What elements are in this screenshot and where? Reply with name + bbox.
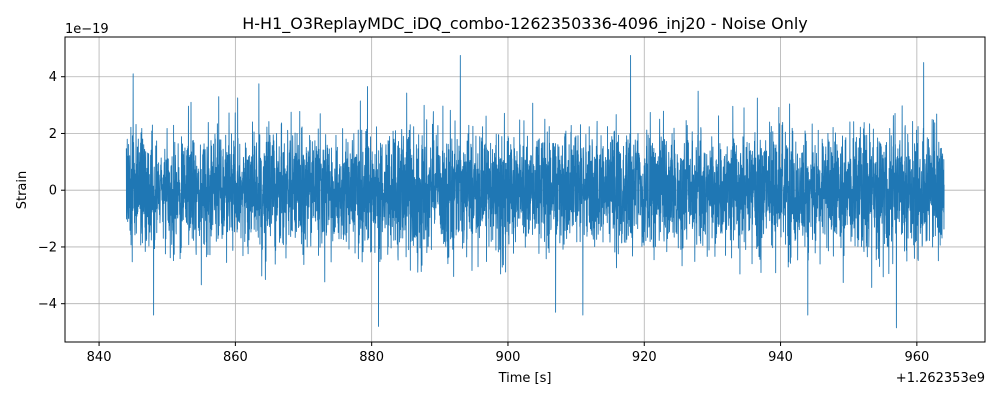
x-tick-label: 940 — [768, 350, 793, 365]
y-tick-label: −2 — [38, 240, 57, 255]
data-layer — [125, 54, 945, 329]
chart-title: H-H1_O3ReplayMDC_iDQ_combo-1262350336-40… — [242, 14, 808, 34]
x-tick-label: 840 — [87, 350, 112, 365]
x-tick-label: 880 — [359, 350, 384, 365]
y-tick-label: 0 — [49, 184, 57, 199]
strain-series-line — [125, 54, 945, 329]
x-tick-label: 960 — [904, 350, 929, 365]
x-axis-label: Time [s] — [498, 371, 552, 386]
ticks: 840 860 880 900 920 940 960 −4 −2 0 2 4 — [38, 70, 929, 365]
x-offset-label: +1.262353e9 — [896, 371, 985, 386]
y-scale-label: 1e−19 — [65, 22, 109, 37]
axes-frame — [64, 36, 986, 343]
y-axis-label: Strain — [15, 171, 30, 210]
y-tick-label: 2 — [49, 127, 57, 142]
x-tick-label: 900 — [496, 350, 521, 365]
x-tick-label: 860 — [223, 350, 248, 365]
x-tick-label: 920 — [632, 350, 657, 365]
y-tick-label: 4 — [49, 70, 57, 85]
y-tick-label: −4 — [38, 297, 57, 312]
